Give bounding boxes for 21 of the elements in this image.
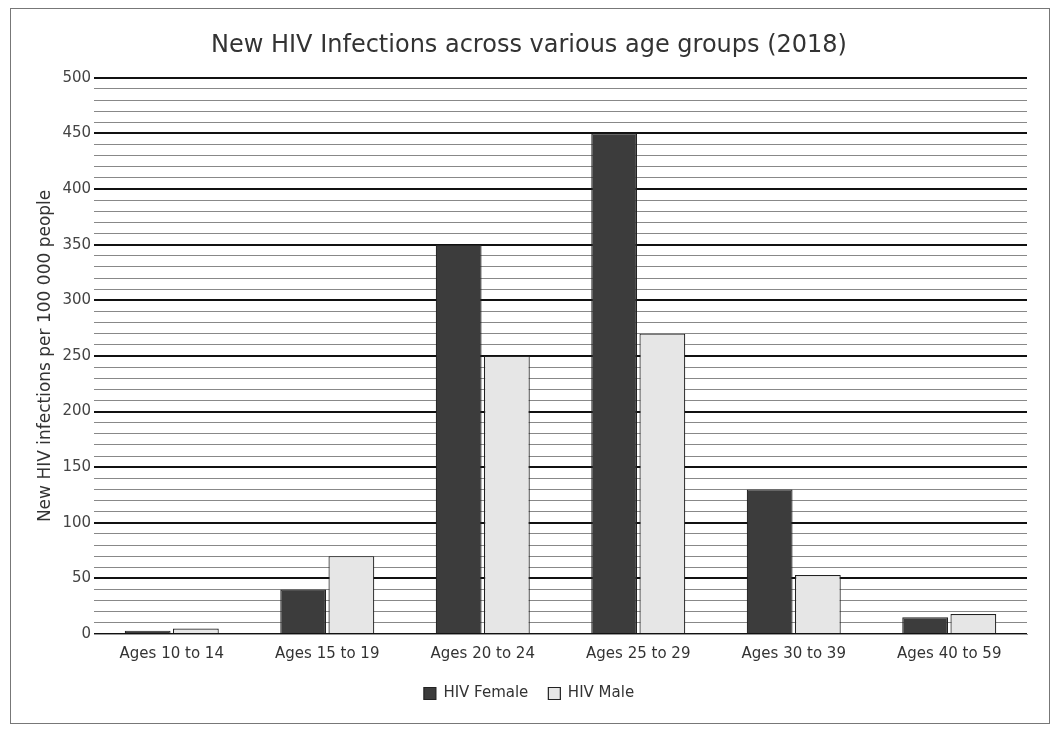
legend-label: HIV Male [567,683,635,702]
x-tick-label: Ages 10 to 14 [119,643,224,662]
chart-title: New HIV Infections across various age groups (2018) [211,29,847,58]
legend-label: HIV Female [443,683,529,702]
y-tick-label: 400 [62,178,92,197]
y-tick-label: 200 [62,401,92,420]
x-tick-label: Ages 40 to 59 [897,643,1002,662]
y-tick-label: 350 [62,234,92,253]
x-tick-label: Ages 30 to 39 [741,643,846,662]
x-tick-label: Ages 20 to 24 [430,643,535,662]
y-tick-label: 50 [71,568,92,587]
x-tick-label: Ages 25 to 29 [586,643,691,662]
y-tick-label: 250 [62,345,92,364]
y-tick-label: 100 [62,512,92,531]
y-tick-label: 450 [62,123,92,142]
y-tick-label: 500 [62,67,92,86]
y-tick-label: 0 [81,623,92,642]
x-tick-label: Ages 15 to 19 [275,643,380,662]
y-tick-label: 300 [62,290,92,309]
y-tick-label: 150 [62,457,92,476]
y-axis-title: New HIV infections per 100 000 people [33,189,54,523]
